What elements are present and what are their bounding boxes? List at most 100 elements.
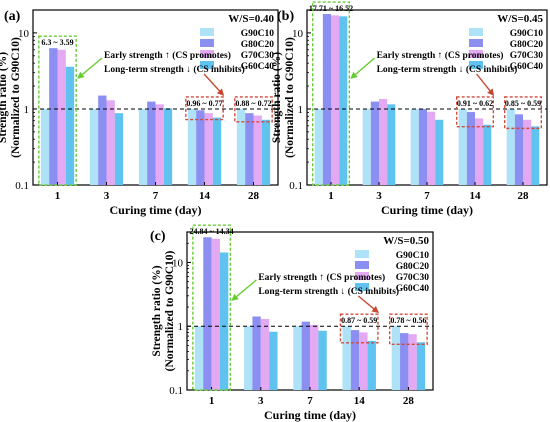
panel-label: (b) [277, 9, 294, 24]
legend-swatch-G90C10 [355, 250, 369, 258]
x-tick-label: 14 [470, 190, 482, 202]
y-tick-label: 0.1 [289, 180, 303, 192]
bar-G60C40-day28 [416, 342, 426, 390]
arrow-long [476, 73, 495, 97]
legend-entry: G60C40 [241, 62, 275, 72]
legend-entry: G60C40 [396, 284, 430, 294]
bar-G70C30-day3 [379, 99, 388, 185]
bar-G90C10-day3 [362, 108, 371, 185]
x-tick-label: 7 [307, 395, 313, 407]
panel-label: (a) [4, 9, 21, 24]
condition-label: W/S=0.45 [497, 13, 543, 25]
bar-G80C20-day14 [196, 110, 205, 185]
bar-G80C20-day7 [418, 108, 427, 185]
bar-G90C10-day28 [506, 108, 515, 185]
legend-swatch-G80C20 [469, 39, 483, 47]
legend-entry: G70C30 [396, 273, 430, 283]
highlight-box-green [192, 224, 232, 391]
x-tick-label: 7 [424, 190, 430, 202]
legend-entry: G90C10 [396, 251, 430, 261]
bar-G90C10-day28 [391, 326, 401, 390]
bar-G90C10-day14 [458, 108, 467, 185]
bar-G90C10-day1 [40, 108, 50, 185]
bar-G80C20-day1 [49, 48, 58, 185]
bar-G80C20-day28 [245, 113, 254, 185]
x-tick-label: 3 [376, 190, 382, 202]
bar-G90C10-day14 [342, 326, 351, 390]
legend-entry: G80C20 [396, 262, 430, 272]
condition-label: W/S=0.40 [228, 13, 274, 25]
condition-label: W/S=0.50 [383, 235, 429, 247]
bar-G60C40-day14 [483, 124, 492, 185]
bar-G60C40-day3 [269, 331, 278, 390]
bar-G60C40-day1 [219, 252, 229, 390]
bar-G70C30-day14 [359, 332, 368, 390]
y-axis-label-2: (Normalized to G90C10) [284, 37, 296, 158]
bar-G70C30-day28 [253, 115, 262, 185]
x-axis-label: Curing time (day) [110, 203, 202, 217]
chart-panel-1: 0.1 1 10 1 3 7 14 28 Curing time (day) Strength r… [271, 1, 548, 217]
annotation-early: Early strength ↑ (CS promotes) [377, 50, 504, 61]
bar-G90C10-day3 [244, 326, 253, 390]
legend-swatch-G90C10 [200, 28, 214, 36]
y-tick-label: 1 [298, 104, 304, 116]
y-axis-label-2: (Normalized to G90C10) [164, 250, 176, 371]
arrow-long [357, 295, 380, 314]
x-axis-label: Curing time (day) [264, 408, 356, 422]
bar-G60C40-day1 [339, 16, 348, 186]
highlight-box-red [503, 96, 543, 130]
chart-panel-2: 0.1 1 10 1 3 7 14 28 Curing time (day) Strength r… [150, 224, 434, 422]
bar-G90C10-day1 [314, 108, 323, 185]
bar-G80C20-day7 [147, 101, 156, 185]
legend-entry: G80C20 [510, 40, 544, 50]
bar-G60C40-day7 [163, 108, 173, 185]
bar-G90C10-day7 [138, 108, 148, 185]
range-label: 0.87 ~ 0.59 [341, 316, 377, 325]
bar-G80C20-day28 [514, 114, 523, 185]
bar-G60C40-day14 [367, 340, 376, 390]
bar-G70C30-day3 [106, 100, 115, 185]
bar-G70C30-day28 [523, 119, 532, 185]
range-label: 0.88 ~ 0.72 [235, 99, 271, 108]
bar-G60C40-day3 [114, 113, 124, 185]
legend-entry: G70C30 [241, 51, 275, 61]
legend-entry: G90C10 [241, 29, 275, 39]
highlight-box-red [339, 313, 379, 344]
bar-G90C10-day3 [89, 108, 99, 185]
bar-G70C30-day7 [310, 324, 319, 390]
bar-G80C20-day1 [203, 237, 212, 390]
chart-panel-0: 0.1 1 10 1 3 7 14 28 Curing time (day) Strength r… [0, 9, 279, 217]
x-axis-label: Curing time (day) [381, 203, 473, 217]
bar-G90C10-day14 [187, 108, 197, 185]
x-tick-label: 1 [328, 190, 334, 202]
bar-G80C20-day7 [301, 321, 310, 390]
x-tick-label: 14 [354, 395, 366, 407]
panel-label: (c) [150, 229, 166, 244]
legend-swatch-G70C30 [469, 50, 483, 58]
bar-G80C20-day3 [98, 95, 107, 185]
x-tick-label: 3 [258, 395, 264, 407]
legend-swatch-G80C20 [355, 261, 369, 269]
legend-swatch-G60C40 [200, 61, 214, 69]
y-tick-label: 10 [172, 257, 184, 269]
bar-G80C20-day3 [370, 101, 379, 185]
legend-entry: G70C30 [510, 51, 544, 61]
bar-G70C30-day7 [155, 104, 164, 185]
legend-swatch-G60C40 [355, 283, 369, 291]
legend-entry: G90C10 [510, 29, 544, 39]
y-tick-label: 1 [178, 321, 184, 333]
annotation-long: Long-term strength ↓ (CS inhibits) [258, 286, 399, 297]
legend-entry: G60C40 [510, 62, 544, 72]
bar-G90C10-day7 [410, 108, 419, 185]
arrow-long [203, 73, 225, 96]
y-axis-label: Strength ratio (%) [0, 52, 9, 143]
annotation-long: Long-term strength ↓ (CS inhibits) [104, 64, 245, 75]
legend-entry: G80C20 [241, 40, 275, 50]
bar-G90C10-day7 [293, 326, 302, 390]
bar-G60C40-day28 [261, 119, 271, 185]
bar-G70C30-day7 [427, 111, 436, 185]
highlight-box-green [38, 35, 77, 186]
bar-G60C40-day14 [212, 117, 222, 185]
highlight-box-red [388, 313, 428, 345]
